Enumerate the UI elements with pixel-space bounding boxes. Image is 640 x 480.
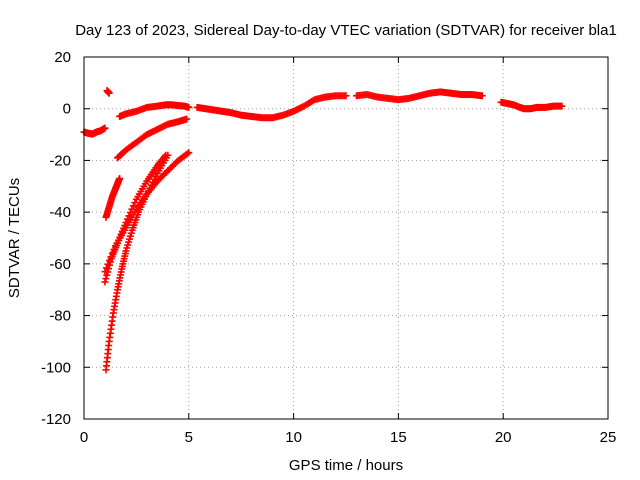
x-tick-label: 15 [390, 429, 407, 446]
data-point [478, 92, 486, 100]
data-point [185, 103, 193, 111]
data-point [105, 89, 113, 97]
data-point-dense [108, 249, 116, 257]
y-axis-tick-labels: 20 0 -20 -40 -60 -80 -100 -120 [41, 49, 71, 428]
y-tick-label: -80 [49, 308, 71, 325]
data-point [116, 175, 124, 183]
axis-ticks [83, 56, 609, 420]
y-tick-label: -120 [41, 411, 71, 428]
data-point [183, 115, 191, 123]
y-tick-label: -100 [41, 359, 71, 376]
data-point-dense [107, 253, 115, 261]
x-axis-label: GPS time / hours [289, 457, 403, 474]
x-axis-tick-labels: 0 5 10 15 20 25 [80, 429, 617, 446]
data-point-dense [131, 199, 139, 207]
data-point-dense [102, 275, 110, 283]
y-tick-label: 20 [54, 49, 71, 66]
data-point [101, 268, 109, 276]
grid-lines [84, 57, 608, 419]
data-point-dense [129, 202, 137, 210]
y-tick-label: -60 [49, 256, 71, 273]
chart-title: Day 123 of 2023, Sidereal Day-to-day VTE… [75, 22, 617, 39]
y-tick-label: 0 [63, 101, 71, 118]
data-points [80, 87, 566, 374]
plot-area-frame [83, 56, 609, 420]
y-tick-label: -20 [49, 152, 71, 169]
data-point-dense [103, 271, 111, 279]
data-point [101, 278, 109, 286]
data-point-dense [105, 257, 113, 265]
y-axis-label: SDTVAR / TECUs [6, 178, 23, 298]
data-point-dense [102, 264, 110, 272]
data-point-dense [104, 260, 112, 268]
y-tick-label: -40 [49, 204, 71, 221]
x-tick-label: 10 [285, 429, 302, 446]
data-point [342, 92, 350, 100]
data-point [185, 149, 193, 157]
data-point [558, 102, 566, 110]
x-tick-label: 5 [185, 429, 193, 446]
data-point-dense [110, 245, 118, 253]
x-tick-label: 0 [80, 429, 88, 446]
data-point [101, 124, 109, 132]
data-point-dense [183, 150, 191, 158]
x-tick-label: 20 [495, 429, 512, 446]
data-point [164, 151, 172, 159]
x-tick-label: 25 [600, 429, 617, 446]
